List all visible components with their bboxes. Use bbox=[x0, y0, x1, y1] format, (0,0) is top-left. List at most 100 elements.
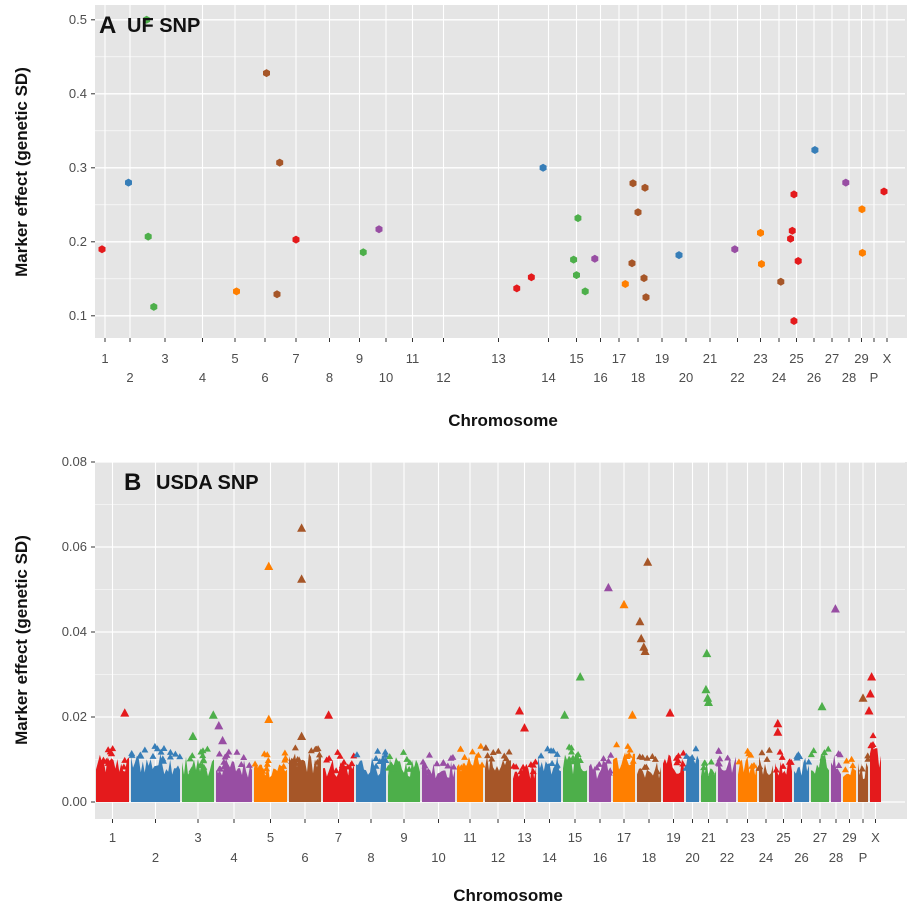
marker-peak bbox=[560, 710, 570, 719]
baseline-marker bbox=[607, 751, 615, 758]
marker-point bbox=[591, 254, 599, 263]
baseline-marker bbox=[772, 766, 780, 773]
baseline-marker-cluster bbox=[356, 754, 386, 802]
baseline-marker bbox=[478, 761, 486, 768]
x-tick-label: 21 bbox=[703, 351, 717, 366]
baseline-marker bbox=[447, 754, 455, 761]
x-tick-label: P bbox=[870, 370, 879, 385]
baseline-marker-cluster bbox=[485, 754, 511, 802]
panel-a-background bbox=[95, 5, 907, 338]
baseline-marker bbox=[98, 762, 106, 769]
baseline-marker bbox=[399, 748, 407, 755]
baseline-marker bbox=[245, 761, 253, 768]
baseline-marker bbox=[688, 754, 696, 761]
baseline-marker bbox=[439, 759, 447, 766]
x-tick-label: 26 bbox=[794, 850, 808, 865]
x-tick-label: 15 bbox=[569, 351, 583, 366]
baseline-marker bbox=[393, 762, 401, 769]
baseline-marker bbox=[311, 745, 319, 752]
baseline-marker bbox=[679, 760, 687, 767]
panel-b-peak-markers bbox=[120, 523, 877, 745]
panel-b-y-axis-title: Marker effect (genetic SD) bbox=[12, 535, 31, 745]
baseline-marker bbox=[200, 763, 208, 770]
baseline-marker bbox=[405, 765, 413, 772]
marker-point bbox=[143, 15, 151, 24]
baseline-marker bbox=[171, 750, 179, 757]
baseline-marker bbox=[477, 742, 485, 749]
baseline-marker bbox=[500, 752, 508, 759]
marker-point bbox=[621, 280, 629, 288]
baseline-marker bbox=[291, 744, 299, 751]
baseline-marker bbox=[488, 755, 496, 762]
marker-peak bbox=[703, 693, 713, 702]
baseline-marker bbox=[411, 765, 419, 772]
x-tick-label: 23 bbox=[753, 351, 767, 366]
baseline-marker bbox=[315, 751, 323, 758]
x-tick-label: 18 bbox=[642, 850, 656, 865]
baseline-marker bbox=[157, 748, 165, 755]
marker-point bbox=[273, 290, 281, 299]
baseline-marker bbox=[604, 757, 612, 764]
marker-point bbox=[574, 214, 582, 223]
marker-point bbox=[527, 273, 535, 282]
baseline-marker bbox=[374, 747, 382, 754]
baseline-marker bbox=[807, 751, 815, 758]
x-tick-label: 25 bbox=[776, 830, 790, 845]
baseline-marker bbox=[387, 761, 395, 768]
x-tick-label: 7 bbox=[292, 351, 299, 366]
baseline-marker bbox=[141, 746, 149, 753]
baseline-marker bbox=[263, 751, 271, 758]
marker-peak bbox=[515, 706, 524, 715]
x-tick-label: X bbox=[871, 830, 880, 845]
baseline-marker-cluster bbox=[513, 763, 536, 802]
baseline-marker bbox=[714, 759, 722, 766]
baseline-marker-cluster bbox=[323, 759, 354, 802]
baseline-marker bbox=[353, 751, 361, 758]
baseline-marker bbox=[836, 751, 844, 758]
x-tick-label: 24 bbox=[772, 370, 786, 385]
baseline-marker bbox=[858, 765, 866, 772]
baseline-marker bbox=[701, 759, 709, 766]
baseline-marker-cluster bbox=[637, 762, 661, 802]
baseline-marker bbox=[425, 751, 433, 758]
baseline-marker bbox=[735, 758, 743, 765]
marker-point bbox=[98, 245, 106, 254]
marker-point bbox=[375, 225, 383, 234]
panel-a-y-axis-title: Marker effect (genetic SD) bbox=[12, 67, 31, 277]
marker-point bbox=[570, 255, 578, 264]
marker-peak bbox=[520, 723, 529, 732]
baseline-marker bbox=[263, 760, 271, 767]
baseline-marker bbox=[819, 754, 827, 761]
baseline-marker bbox=[653, 768, 661, 775]
baseline-marker bbox=[574, 751, 582, 758]
x-tick-label: 22 bbox=[720, 850, 734, 865]
x-tick-label: 23 bbox=[740, 830, 754, 845]
marker-peak bbox=[858, 693, 868, 702]
marker-point bbox=[634, 208, 642, 217]
marker-peak bbox=[324, 710, 334, 719]
panel-b: 0.000.020.040.060.08 1234567891011121314… bbox=[12, 454, 907, 905]
marker-peak bbox=[867, 672, 877, 681]
baseline-marker bbox=[166, 748, 174, 755]
marker-point bbox=[292, 235, 300, 244]
baseline-marker-cluster bbox=[718, 756, 736, 802]
baseline-marker bbox=[565, 743, 573, 750]
baseline-marker bbox=[220, 763, 228, 770]
marker-peak bbox=[218, 735, 228, 745]
baseline-marker bbox=[651, 755, 659, 762]
marker-point bbox=[777, 277, 785, 286]
baseline-marker bbox=[334, 748, 342, 755]
baseline-marker bbox=[683, 752, 691, 759]
x-tick-label: 10 bbox=[379, 370, 393, 385]
baseline-marker bbox=[281, 749, 289, 756]
baseline-marker bbox=[864, 755, 872, 762]
baseline-marker bbox=[626, 746, 634, 753]
x-tick-label: 16 bbox=[593, 850, 607, 865]
baseline-marker-cluster bbox=[759, 756, 773, 802]
x-tick-label: 11 bbox=[463, 830, 477, 845]
baseline-marker bbox=[196, 762, 204, 769]
baseline-marker bbox=[325, 754, 333, 761]
baseline-marker bbox=[707, 758, 715, 765]
baseline-marker-cluster bbox=[613, 752, 635, 802]
baseline-marker bbox=[176, 753, 184, 760]
